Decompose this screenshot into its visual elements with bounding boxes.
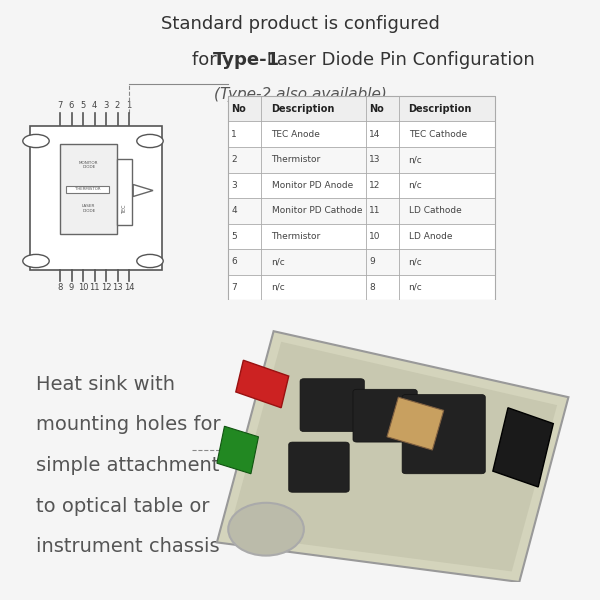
Polygon shape — [493, 408, 553, 487]
Text: 3: 3 — [232, 181, 237, 190]
Polygon shape — [236, 360, 289, 408]
Polygon shape — [387, 397, 444, 450]
Text: Monitor PD Anode: Monitor PD Anode — [271, 181, 353, 190]
Text: 4: 4 — [92, 100, 97, 109]
FancyBboxPatch shape — [402, 395, 485, 474]
Text: LD Anode: LD Anode — [409, 232, 452, 241]
Polygon shape — [217, 331, 568, 582]
Text: 25¢: 25¢ — [256, 524, 276, 534]
Text: 13: 13 — [112, 283, 123, 292]
Text: Description: Description — [271, 104, 335, 114]
Polygon shape — [133, 185, 153, 196]
Text: 7: 7 — [232, 283, 237, 292]
FancyBboxPatch shape — [30, 126, 162, 270]
Bar — [228, 173, 495, 198]
Text: 13: 13 — [369, 155, 381, 164]
Text: 7: 7 — [58, 100, 62, 109]
Text: 1: 1 — [127, 100, 131, 109]
Polygon shape — [228, 342, 557, 571]
Text: n/c: n/c — [409, 283, 422, 292]
FancyBboxPatch shape — [117, 159, 132, 225]
Text: n/c: n/c — [409, 155, 422, 164]
Text: 5: 5 — [232, 232, 237, 241]
Text: to optical table or: to optical table or — [36, 497, 209, 515]
FancyBboxPatch shape — [353, 389, 417, 442]
FancyBboxPatch shape — [60, 144, 117, 234]
Text: TEC Anode: TEC Anode — [271, 130, 320, 139]
Text: 4: 4 — [232, 206, 237, 215]
Text: for: for — [192, 51, 223, 69]
Circle shape — [137, 134, 163, 148]
Text: TEC Cathode: TEC Cathode — [409, 130, 467, 139]
Circle shape — [228, 503, 304, 556]
Text: 14: 14 — [124, 283, 134, 292]
Text: mounting holes for: mounting holes for — [36, 415, 221, 434]
Text: 12: 12 — [369, 181, 380, 190]
Text: Monitor PD Cathode: Monitor PD Cathode — [271, 206, 362, 215]
Text: 3: 3 — [103, 100, 109, 109]
Text: TEC: TEC — [122, 205, 127, 214]
Polygon shape — [217, 426, 259, 474]
Text: No: No — [232, 104, 246, 114]
Circle shape — [23, 134, 49, 148]
FancyBboxPatch shape — [289, 442, 349, 492]
Text: THERMISTOR: THERMISTOR — [75, 187, 100, 191]
Text: n/c: n/c — [271, 283, 285, 292]
Text: 6: 6 — [69, 100, 74, 109]
Text: 11: 11 — [89, 283, 100, 292]
Text: No: No — [369, 104, 384, 114]
Text: MONITOR
DIODE: MONITOR DIODE — [79, 161, 98, 169]
Text: 1: 1 — [232, 130, 237, 139]
Bar — [228, 275, 495, 300]
Bar — [228, 96, 495, 121]
Text: n/c: n/c — [271, 257, 285, 266]
Bar — [228, 121, 495, 147]
Text: 12: 12 — [101, 283, 111, 292]
Text: Standard product is configured: Standard product is configured — [161, 15, 439, 33]
Text: LD Cathode: LD Cathode — [409, 206, 461, 215]
Circle shape — [137, 254, 163, 268]
Bar — [228, 147, 495, 173]
Text: 10: 10 — [78, 283, 88, 292]
Text: 9: 9 — [69, 283, 74, 292]
Circle shape — [23, 254, 49, 268]
FancyBboxPatch shape — [300, 379, 364, 431]
Bar — [228, 223, 495, 249]
FancyBboxPatch shape — [66, 186, 109, 193]
Text: simple attachment: simple attachment — [36, 456, 220, 475]
Text: 2: 2 — [232, 155, 237, 164]
Text: instrument chassis: instrument chassis — [36, 537, 220, 556]
Text: LASER
DIODE: LASER DIODE — [82, 204, 95, 213]
Text: n/c: n/c — [409, 257, 422, 266]
Bar — [228, 198, 495, 223]
Text: Heat sink with: Heat sink with — [36, 375, 175, 394]
Text: Thermistor: Thermistor — [271, 155, 321, 164]
Bar — [228, 96, 495, 300]
Bar — [228, 249, 495, 275]
Text: Thermistor: Thermistor — [271, 232, 321, 241]
Text: 11: 11 — [369, 206, 381, 215]
Text: 5: 5 — [80, 100, 86, 109]
Text: Laser Diode Pin Configuration: Laser Diode Pin Configuration — [261, 51, 535, 69]
Text: 14: 14 — [369, 130, 380, 139]
Text: Description: Description — [409, 104, 472, 114]
Text: 2: 2 — [115, 100, 120, 109]
Text: Type-1: Type-1 — [213, 51, 280, 69]
Text: 8: 8 — [58, 283, 62, 292]
Text: 9: 9 — [369, 257, 375, 266]
Text: 10: 10 — [369, 232, 381, 241]
Text: n/c: n/c — [409, 181, 422, 190]
Text: 8: 8 — [369, 283, 375, 292]
Text: (Type-2 also available): (Type-2 also available) — [214, 87, 386, 102]
Text: 6: 6 — [232, 257, 237, 266]
